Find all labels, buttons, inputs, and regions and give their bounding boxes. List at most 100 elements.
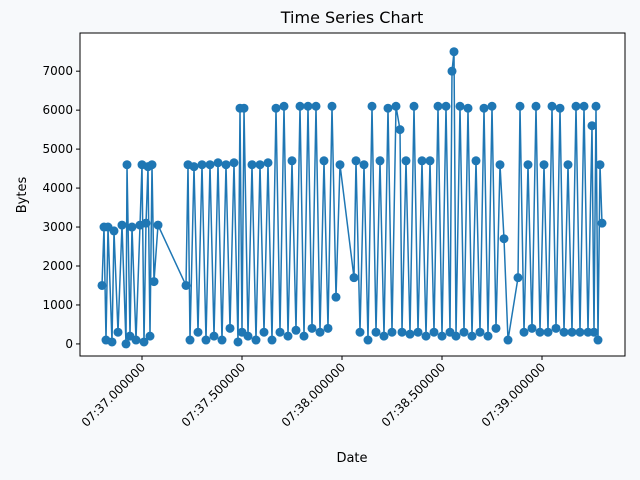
data-point (383, 103, 393, 113)
data-point (579, 101, 589, 111)
data-point (391, 101, 401, 111)
data-point (221, 160, 231, 170)
data-point (539, 160, 549, 170)
data-point (375, 156, 385, 166)
data-point (349, 273, 359, 283)
data-point (459, 327, 469, 337)
data-point (589, 327, 599, 337)
data-point (217, 335, 227, 345)
data-point (491, 323, 501, 333)
data-point (189, 162, 199, 172)
data-point (433, 101, 443, 111)
data-point (555, 103, 565, 113)
data-point (117, 220, 127, 230)
data-point (267, 335, 277, 345)
data-point (315, 327, 325, 337)
data-point (233, 337, 243, 347)
y-tick-label: 0 (65, 337, 73, 351)
data-point (455, 101, 465, 111)
data-point (229, 158, 239, 168)
data-point (181, 280, 191, 290)
data-point (527, 323, 537, 333)
data-point (451, 331, 461, 341)
data-point (597, 218, 607, 228)
data-point (479, 103, 489, 113)
data-point (587, 121, 597, 131)
data-point (279, 101, 289, 111)
data-point (335, 160, 345, 170)
data-point (591, 101, 601, 111)
data-point (379, 331, 389, 341)
data-point (147, 160, 157, 170)
data-point (363, 335, 373, 345)
y-axis-label: Bytes (15, 177, 30, 214)
data-point (437, 331, 447, 341)
data-point (447, 66, 457, 76)
data-point (551, 323, 561, 333)
data-point (255, 160, 265, 170)
data-point (311, 101, 321, 111)
x-axis-label: Date (336, 451, 367, 466)
y-tick-label: 6000 (42, 103, 73, 117)
data-point (535, 327, 545, 337)
data-point (409, 101, 419, 111)
data-point (487, 101, 497, 111)
data-point (149, 277, 159, 287)
data-point (291, 325, 301, 335)
data-point (543, 327, 553, 337)
data-point (387, 327, 397, 337)
data-point (299, 331, 309, 341)
x-tick-label: 07:38.500000 (379, 360, 448, 429)
data-point (425, 156, 435, 166)
x-tick-label: 07:37.500000 (179, 360, 248, 429)
data-point (523, 160, 533, 170)
data-point (303, 101, 313, 111)
data-point (263, 158, 273, 168)
chart-title: Time Series Chart (280, 8, 424, 27)
data-point (259, 327, 269, 337)
data-point (131, 335, 141, 345)
data-point (441, 101, 451, 111)
x-tick-label: 07:39.000000 (479, 360, 548, 429)
data-point (153, 220, 163, 230)
data-point (503, 335, 513, 345)
data-point (421, 331, 431, 341)
data-point (593, 335, 603, 345)
data-point (575, 327, 585, 337)
data-point (209, 331, 219, 341)
data-point (197, 160, 207, 170)
data-point (205, 160, 215, 170)
data-point (495, 160, 505, 170)
data-point (97, 280, 107, 290)
data-point (307, 323, 317, 333)
data-point (519, 327, 529, 337)
data-point (295, 101, 305, 111)
data-point (113, 327, 123, 337)
data-point (323, 323, 333, 333)
data-point (251, 335, 261, 345)
data-point (275, 327, 285, 337)
data-point (127, 222, 137, 232)
data-point (563, 160, 573, 170)
data-point (247, 160, 257, 170)
data-point (141, 218, 151, 228)
data-point (239, 103, 249, 113)
data-point (331, 292, 341, 302)
data-point (185, 335, 195, 345)
data-point (531, 101, 541, 111)
x-tick-label: 07:37.000000 (79, 360, 148, 429)
data-point (559, 327, 569, 337)
data-point (367, 101, 377, 111)
data-point (499, 234, 509, 244)
data-point (417, 156, 427, 166)
data-point (413, 327, 423, 337)
data-point (515, 101, 525, 111)
data-point (397, 327, 407, 337)
data-point (595, 160, 605, 170)
data-point (395, 125, 405, 135)
data-point (567, 327, 577, 337)
data-point (471, 156, 481, 166)
y-tick-label: 1000 (42, 298, 73, 312)
